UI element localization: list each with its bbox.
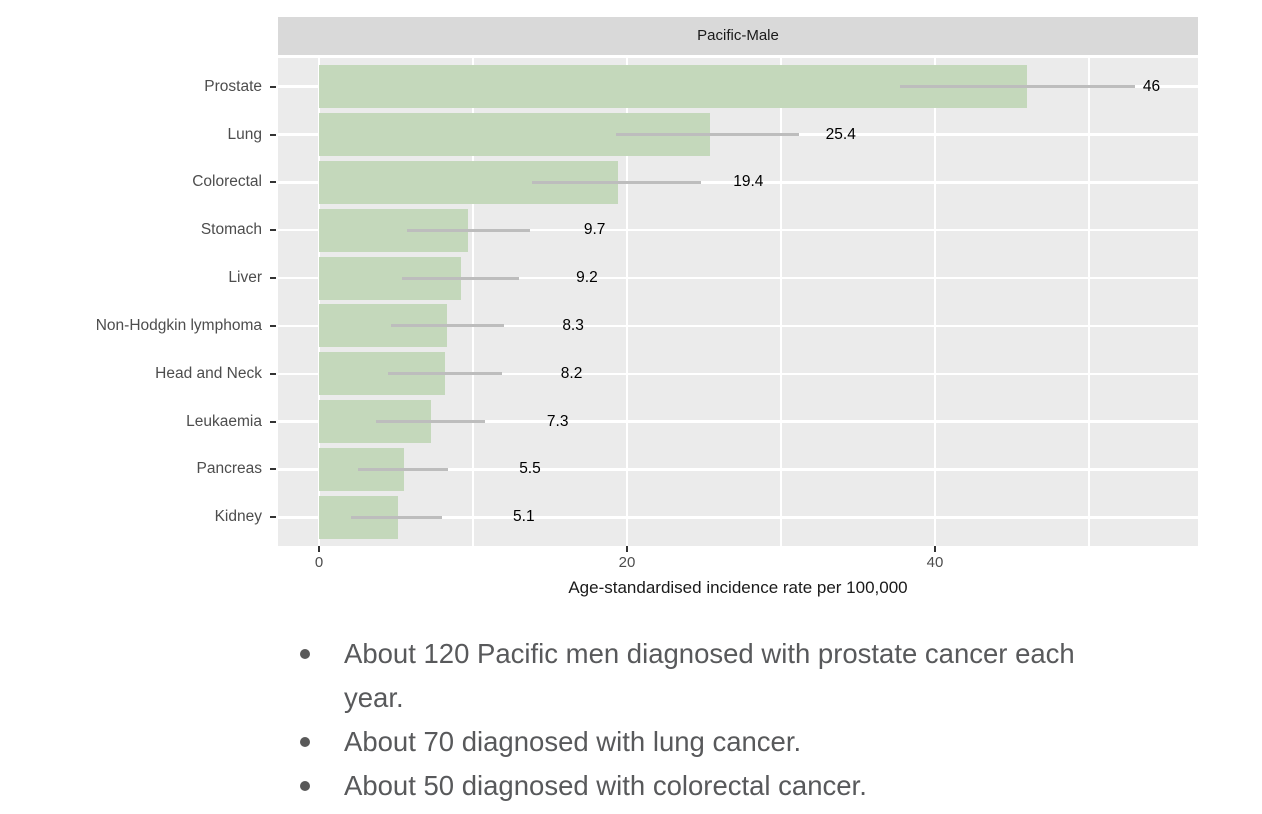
gridline-minor-vertical (780, 58, 782, 546)
y-tick-mark (270, 516, 276, 519)
gridline-major-vertical (317, 58, 321, 546)
gridline-major-horizontal (278, 468, 1198, 471)
y-axis-label: Liver (228, 269, 262, 287)
y-tick-mark (270, 324, 276, 327)
value-label: 19.4 (733, 173, 764, 191)
gridline-major-horizontal (278, 372, 1198, 375)
gridline-major-vertical (625, 58, 629, 546)
y-axis-label: Colorectal (192, 173, 262, 191)
bullet-text: About 120 Pacific men diagnosed with pro… (344, 638, 1075, 713)
gridline-major-horizontal (278, 181, 1198, 184)
gridline-major-horizontal (278, 324, 1198, 328)
y-tick-mark (270, 85, 276, 88)
y-axis-label: Stomach (200, 221, 262, 239)
y-axis-label: Pancreas (196, 460, 262, 478)
y-axis-label: Non-Hodgkin lymphoma (95, 316, 262, 334)
x-tick-mark (626, 546, 628, 552)
chart-panel: 46 25.4 19.4 9.7 9.2 8.3 8.2 7.3 5.5 5.1 (278, 58, 1198, 546)
x-tick-label: 20 (618, 554, 636, 571)
x-tick-label: 40 (926, 554, 944, 571)
gridline-major-horizontal (278, 516, 1198, 519)
bullet-item: About 70 diagnosed with lung cancer. (298, 720, 1213, 764)
value-label: 7.3 (546, 412, 569, 430)
bullet-item: About 50 diagnosed with colorectal cance… (298, 764, 1213, 808)
incidence-chart-figure: Pacific-Male 46 25.4 19.4 9.7 9.2 8.3 8.2 7.3 5.… (0, 17, 1262, 617)
bullet-dot-icon (300, 737, 310, 747)
error-bar (531, 180, 701, 184)
error-bar (402, 276, 520, 280)
x-axis-title: Age-standardised incidence rate per 100,… (568, 578, 908, 597)
y-tick-mark (270, 468, 276, 471)
error-bar (391, 324, 504, 328)
x-tick-label: 0 (314, 554, 324, 571)
y-axis: Prostate Lung Colorectal Stomach Liver Non-Ho… (0, 58, 278, 546)
y-axis-label: Head and Neck (155, 364, 262, 382)
value-label: 8.2 (560, 364, 583, 382)
bullet-item: About 120 Pacific men diagnosed with pro… (298, 632, 1213, 720)
y-axis-label: Kidney (214, 508, 262, 526)
value-label: 5.1 (513, 508, 535, 526)
value-label: 5.5 (519, 460, 541, 478)
error-bar (375, 420, 486, 424)
gridline-major-horizontal (278, 276, 1198, 280)
y-axis-label: Lung (227, 125, 262, 143)
facet-strip-title: Pacific-Male (278, 17, 1198, 55)
error-bar (406, 228, 530, 232)
error-bar (351, 515, 443, 519)
error-bar (899, 85, 1136, 89)
x-tick-mark (318, 546, 320, 552)
x-tick-mark (934, 546, 936, 552)
value-label: 25.4 (825, 125, 856, 143)
error-bar (357, 467, 449, 471)
y-tick-mark (270, 229, 276, 232)
y-tick-mark (270, 181, 276, 184)
value-label: 9.7 (583, 221, 606, 239)
y-tick-mark (270, 277, 276, 280)
gridline-major-vertical (933, 58, 937, 546)
gridline-major-horizontal (278, 420, 1198, 423)
value-label: 9.2 (576, 269, 598, 287)
bullet-text: About 70 diagnosed with lung cancer. (344, 726, 802, 757)
gridline-minor-vertical (1088, 58, 1090, 546)
gridline-minor-vertical (472, 58, 474, 546)
error-bar (616, 133, 800, 137)
summary-bullet-list: About 120 Pacific men diagnosed with pro… (298, 632, 1213, 808)
bullet-dot-icon (300, 781, 310, 791)
x-axis: Age-standardised incidence rate per 100,… (278, 546, 1198, 616)
y-tick-mark (270, 133, 276, 136)
gridline-major-horizontal (278, 228, 1198, 232)
bullet-text: About 50 diagnosed with colorectal cance… (344, 770, 867, 801)
bullet-dot-icon (300, 649, 310, 659)
y-tick-mark (270, 420, 276, 423)
y-axis-label: Prostate (204, 77, 262, 95)
error-bar (388, 372, 503, 376)
y-tick-mark (270, 372, 276, 375)
y-axis-label: Leukaemia (186, 412, 262, 430)
value-label: 46 (1142, 77, 1161, 95)
value-label: 8.3 (562, 316, 584, 334)
